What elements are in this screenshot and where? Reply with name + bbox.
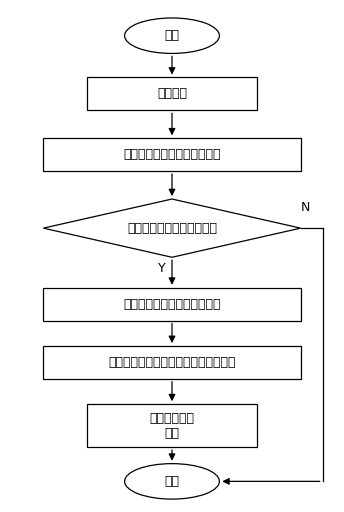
Text: N: N: [301, 201, 310, 215]
Text: Y: Y: [158, 262, 166, 274]
FancyBboxPatch shape: [43, 346, 301, 379]
Text: 使用改进粒子群优化算法求解容量配置: 使用改进粒子群优化算法求解容量配置: [108, 356, 236, 369]
Ellipse shape: [125, 464, 219, 499]
Polygon shape: [43, 199, 301, 257]
FancyBboxPatch shape: [43, 288, 301, 321]
Ellipse shape: [125, 18, 219, 53]
FancyBboxPatch shape: [87, 404, 257, 447]
Text: 参数输入: 参数输入: [157, 88, 187, 100]
Text: 开始: 开始: [164, 29, 180, 42]
FancyBboxPatch shape: [43, 138, 301, 171]
Text: 校验电量平衡原理是否成立: 校验电量平衡原理是否成立: [127, 222, 217, 234]
FancyBboxPatch shape: [87, 77, 257, 111]
Text: 结束: 结束: [164, 475, 180, 488]
Text: 计算微电源出力、负荷用电量: 计算微电源出力、负荷用电量: [123, 148, 221, 161]
Text: 输出优化配置
结果: 输出优化配置 结果: [150, 412, 194, 440]
Text: 构建优化目标函数和约束条件: 构建优化目标函数和约束条件: [123, 297, 221, 311]
